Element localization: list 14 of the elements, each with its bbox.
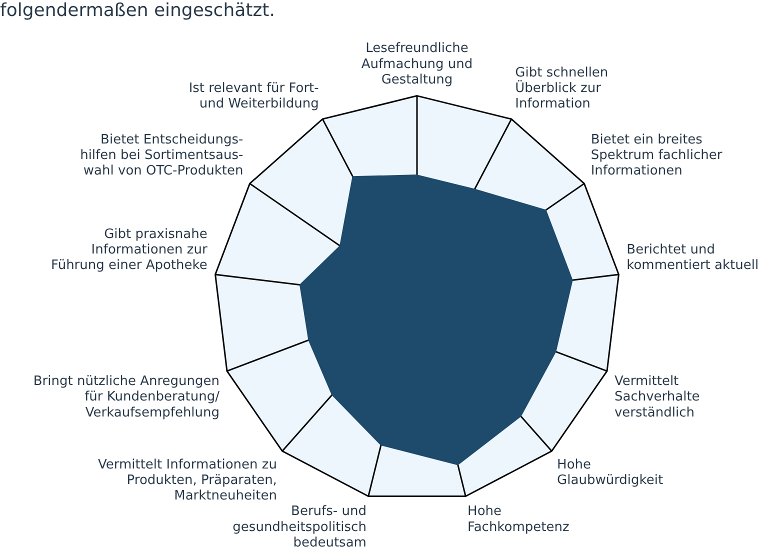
spoke-label: Lesefreundliche Aufmachung und Gestaltung — [361, 41, 473, 88]
chart-title: folgendermaßen eingeschätzt. — [0, 0, 275, 21]
spoke-label: Hohe Fachkompetenz — [468, 504, 570, 535]
spoke-label: Bietet Entscheidungs- hilfen bei Sortimentsaus- wahl von OTC-Produkten — [80, 132, 244, 179]
spoke-label: Gibt schnellen Überblick zur Information — [515, 65, 608, 112]
spoke-label: Vermittelt Sachverhalte verständlich — [614, 374, 700, 420]
spoke-label: Berufs- und gesundheitspolitisch bedeutsam — [232, 504, 366, 550]
spoke-label: Bietet ein breites Spektrum fachlicher Informationen — [590, 132, 723, 179]
spoke-label: Vermittelt Informationen zu Produkten, Präparaten, Marktneuheiten — [98, 457, 277, 504]
spoke-label: Berichtet und kommentiert aktuell — [626, 242, 759, 274]
spoke-label: Hohe Glaubwürdigkeit — [557, 457, 664, 488]
spoke-label: Ist relevant für Fort- und Weiterbildung — [188, 80, 320, 112]
spoke-label: Bringt nützliche Anregungen für Kundenberatung/ Verkaufsempfehlung — [33, 374, 220, 420]
spoke-label: Gibt praxisnahe Informationen zur Führung einer Apotheke — [51, 226, 208, 274]
